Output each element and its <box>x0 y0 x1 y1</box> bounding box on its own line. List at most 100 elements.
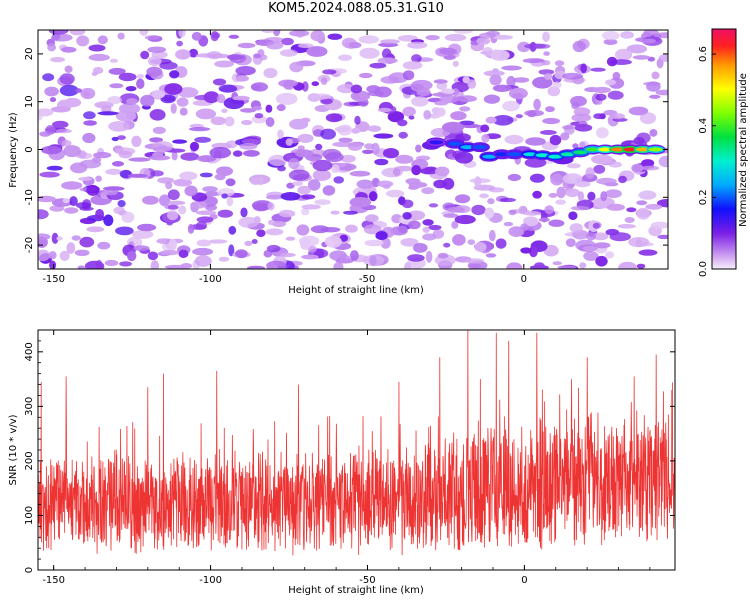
spectrogram-cell <box>646 81 661 92</box>
spectrogram-cell <box>187 223 195 234</box>
spectrogram-cell <box>95 175 102 182</box>
spectrogram-cell <box>88 44 106 52</box>
spectrogram-cell <box>173 178 193 187</box>
spectrogram-cell <box>658 54 668 62</box>
spectrogram-cell <box>423 110 432 120</box>
spectrogram-cell <box>95 209 105 220</box>
spectrogram-cell <box>364 239 384 247</box>
spectrogram-cell <box>435 166 450 177</box>
spectrogram-cell <box>179 171 198 181</box>
spectrogram-cell <box>369 62 387 69</box>
spectrogram-cell <box>599 113 606 120</box>
spectrogram-cell <box>421 187 435 195</box>
spectrogram-cell <box>543 73 553 81</box>
ridge-core <box>573 150 588 155</box>
spectrogram-cell <box>238 216 259 228</box>
spectrogram-cell <box>302 81 309 92</box>
ridge-core <box>585 147 600 152</box>
spectrogram-cell <box>59 73 75 85</box>
spectrogram-cell <box>301 194 316 200</box>
spectrogram-cell <box>506 262 523 269</box>
spectrogram-cell <box>41 145 62 155</box>
spectrogram-cell <box>592 232 609 241</box>
ridge-core <box>460 145 475 150</box>
spectrogram-cell <box>434 100 449 106</box>
spectrogram-cell <box>508 226 525 238</box>
spectrogram-cell <box>373 133 394 139</box>
spectrogram-cell <box>251 200 273 211</box>
spectrogram-cell <box>641 165 660 171</box>
spectrogram-cell <box>51 232 59 244</box>
spectrogram-cell <box>362 149 374 154</box>
spectrogram-cell <box>402 70 415 81</box>
spectrogram-cell <box>307 245 317 253</box>
spectrogram-cell <box>416 88 431 97</box>
spectrogram-cell <box>149 137 164 143</box>
spectrogram-cell <box>485 253 497 258</box>
spectrogram-cell <box>377 57 398 64</box>
spectrogram-cell <box>520 223 529 231</box>
spectrogram-cell <box>307 179 321 191</box>
spectrogram-cell <box>636 263 646 269</box>
spectrogram-cell <box>276 104 286 112</box>
spectrogram-cell <box>69 196 78 207</box>
spectrogram-cell <box>292 181 304 187</box>
spectrogram-cell <box>232 150 243 157</box>
spectrogram-cell <box>377 180 394 188</box>
spectrogram-cell <box>340 154 356 163</box>
spectrogram-cell <box>241 119 253 126</box>
spectrogram-cell <box>350 84 363 94</box>
spectrogram-cell <box>59 84 79 97</box>
spectrogram-cell <box>79 159 102 169</box>
spectrogram-cell <box>425 35 440 41</box>
spectrogram-cell <box>112 161 124 167</box>
spectrogram-cell <box>212 78 227 86</box>
spectrogram-cell <box>147 251 159 261</box>
snr-x-label: Height of straight line (km) <box>288 585 424 596</box>
spectrogram-cell <box>476 37 491 45</box>
spectrogram-cell <box>649 94 661 99</box>
spectrogram-cell <box>363 224 382 235</box>
spectrogram-cell <box>301 254 319 260</box>
spectrogram-cell <box>62 198 70 204</box>
spectrogram-cell <box>422 226 430 233</box>
spectrogram-cell <box>401 199 414 209</box>
spectrogram-cell <box>311 81 320 87</box>
spectrogram-cell <box>585 167 595 179</box>
spectrogram-cell <box>83 111 96 120</box>
spectrogram-cell <box>133 245 150 252</box>
spectrogram-cell <box>408 181 428 188</box>
spectrogram-cell <box>280 252 296 258</box>
spectrogram-cell <box>428 203 439 208</box>
spectrogram-cell <box>526 110 537 118</box>
spectrogram-cell <box>250 82 268 92</box>
spectrogram-cell <box>483 70 505 77</box>
spectrogram-cell <box>595 93 607 101</box>
spectrogram-cell <box>296 224 310 236</box>
spectrogram-cell <box>592 86 611 94</box>
spectrogram-cell <box>367 125 382 132</box>
spectrogram-cell <box>49 205 65 212</box>
spectrogram-cell <box>147 56 162 67</box>
spectrogram-cell <box>139 30 149 36</box>
spectrogram-cell <box>620 31 634 39</box>
spectrogram-cell <box>469 263 482 269</box>
spectrogram-cell <box>582 245 599 252</box>
spectrogram-x-label: Height of straight line (km) <box>288 285 424 296</box>
spectrogram-cell <box>49 260 57 269</box>
spectrogram-cell <box>180 263 193 269</box>
spectrogram-cell <box>374 86 392 98</box>
spectrogram-cell <box>548 219 565 227</box>
x-tick-label: -150 <box>42 575 65 586</box>
spectrogram-cell <box>436 81 448 90</box>
colorbar-gradient <box>712 29 736 269</box>
spectrogram-cell <box>109 58 118 63</box>
spectrogram-cell <box>645 203 663 210</box>
spectrogram-cell <box>402 212 412 220</box>
spectrogram-cell <box>515 114 523 119</box>
spectrogram-cell <box>164 83 183 95</box>
spectrogram-cell <box>464 258 485 264</box>
spectrogram-cell <box>554 60 565 67</box>
spectrogram-cell <box>160 249 180 256</box>
